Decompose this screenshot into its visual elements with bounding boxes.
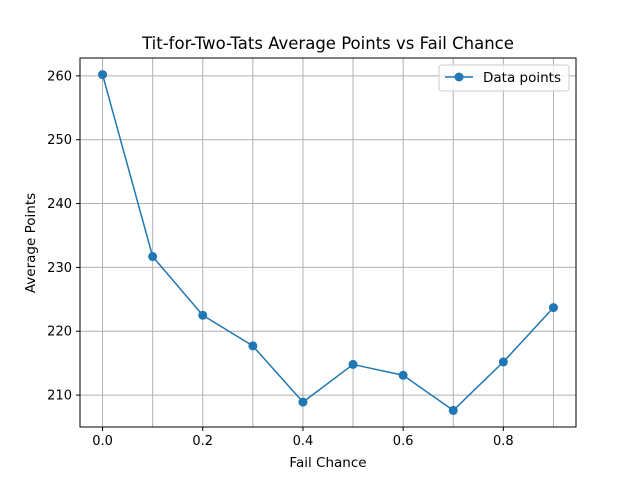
y-axis-label: Average Points [23, 193, 39, 293]
y-tick-label: 260 [47, 69, 72, 84]
data-point [548, 303, 558, 313]
data-point [248, 341, 258, 351]
y-tick-label: 210 [47, 389, 72, 404]
grid-lines [80, 58, 576, 427]
y-tick-label: 240 [47, 197, 72, 212]
x-tick-label: 0.2 [192, 434, 213, 449]
x-tick-label: 0.4 [293, 434, 314, 449]
legend: Data points [438, 64, 570, 92]
plot-area [80, 58, 576, 427]
data-point [448, 405, 458, 415]
data-point [398, 370, 408, 380]
y-axis-ticks: 210 220 230 240 250 260 [47, 69, 80, 404]
x-axis-ticks: 0.0 0.2 0.4 0.6 0.8 [92, 427, 514, 449]
chart-title: Tit-for-Two-Tats Average Points vs Fail … [141, 34, 514, 53]
legend-box [438, 64, 570, 92]
x-tick-label: 0.6 [393, 434, 414, 449]
x-axis-label: Fail Chance [289, 455, 366, 471]
legend-marker-icon [454, 72, 464, 82]
legend-label: Data points [483, 70, 561, 86]
data-point [298, 397, 308, 407]
x-tick-label: 0.8 [493, 434, 514, 449]
data-point [198, 310, 208, 320]
data-point [498, 357, 508, 367]
x-tick-label: 0.0 [92, 434, 113, 449]
y-tick-label: 220 [47, 325, 72, 340]
y-tick-label: 230 [47, 261, 72, 276]
data-point [98, 70, 108, 80]
data-point [148, 252, 158, 262]
series-layer [98, 70, 558, 415]
data-point [348, 359, 358, 369]
y-tick-label: 250 [47, 133, 72, 148]
plot-frame [79, 57, 577, 428]
series-line [101, 74, 555, 412]
